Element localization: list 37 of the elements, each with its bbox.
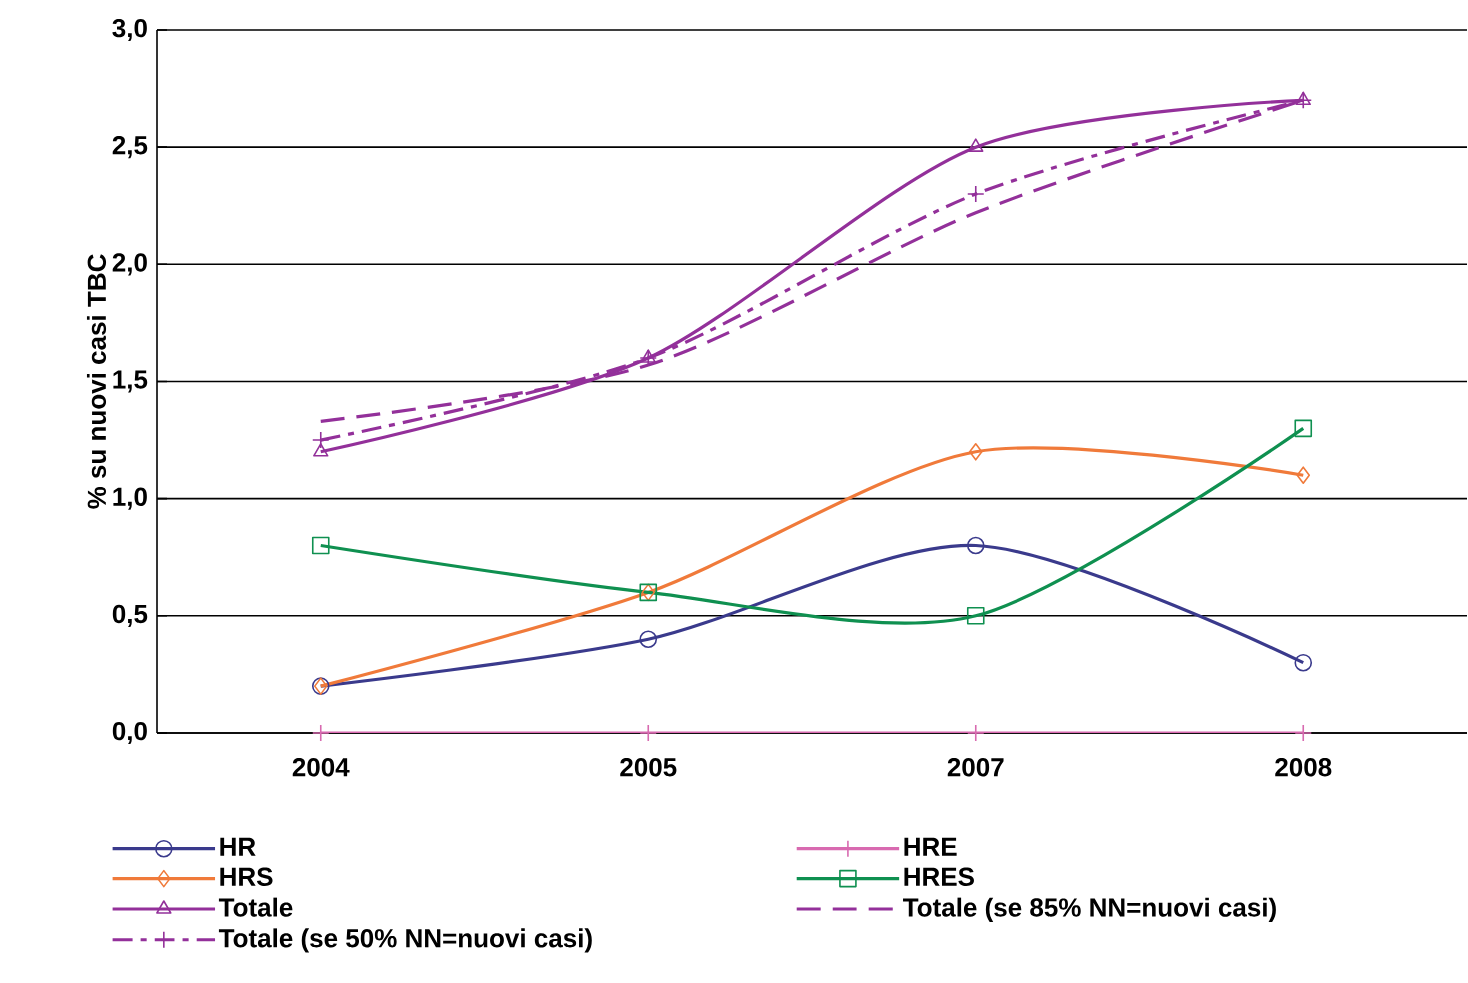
point	[639, 724, 658, 742]
point	[966, 185, 985, 203]
y-tick-label: 1,0	[113, 487, 147, 510]
x-tick-label: 2007	[947, 758, 1004, 777]
point	[1295, 91, 1311, 106]
point	[966, 536, 985, 555]
legend-label: HRS	[220, 867, 273, 886]
legend-label: Totale (se 85% NN=nuovi casi)	[903, 897, 1276, 922]
point	[639, 630, 658, 649]
legend-label: HR	[220, 837, 256, 856]
point	[966, 607, 985, 625]
y-tick-label: 2,5	[112, 136, 148, 159]
point	[1294, 91, 1313, 110]
point	[311, 724, 330, 742]
x-tick-label: 2008	[1275, 758, 1332, 777]
y-tick-label: 3,0	[112, 18, 147, 42]
point	[1294, 724, 1313, 742]
point	[1294, 653, 1313, 672]
legend-label: Totale (se 50% NN=nuovi casi)	[218, 928, 592, 953]
y-tick-label: 1,5	[113, 370, 148, 393]
legend-label: Totale	[218, 897, 293, 917]
legend-label: HRES	[904, 867, 974, 886]
point	[966, 724, 985, 742]
point	[1296, 466, 1311, 485]
point	[311, 431, 330, 449]
point	[313, 442, 329, 457]
x-tick-label: 2005	[620, 758, 677, 777]
y-tick-label: 2,0	[112, 253, 147, 276]
y-axis-title: % su nuovi casi TBC	[86, 254, 107, 509]
point	[968, 442, 983, 461]
legend-label: HRE	[904, 837, 957, 856]
y-tick-label: 0,0	[112, 721, 147, 745]
point	[1294, 419, 1313, 438]
point	[968, 138, 984, 152]
y-tick-label: 0,5	[112, 604, 148, 627]
point	[311, 536, 330, 555]
x-tick-label: 2004	[292, 758, 350, 777]
